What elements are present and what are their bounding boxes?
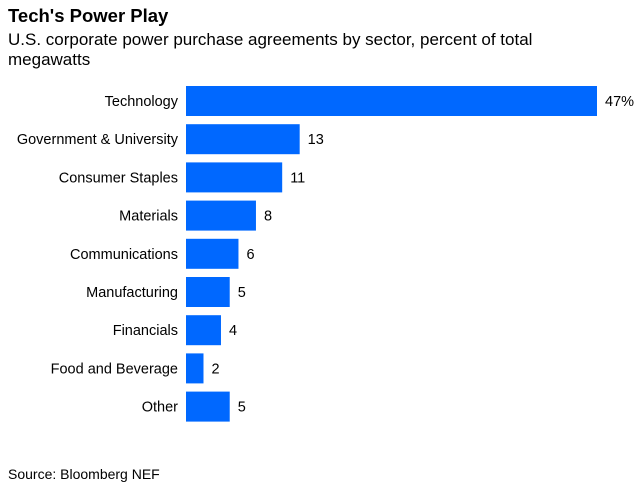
category-label: Financials	[113, 323, 178, 339]
bar-7	[186, 353, 204, 384]
chart-title: Tech's Power Play	[8, 5, 169, 26]
bar-1	[186, 124, 300, 155]
bar-5	[186, 277, 230, 307]
bar-8	[186, 391, 230, 422]
category-label: Consumer Staples	[59, 170, 178, 186]
bar-0	[186, 86, 597, 116]
value-label: 6	[246, 247, 254, 263]
value-label: 2	[211, 361, 219, 377]
bar-3	[186, 200, 256, 231]
value-label: 13	[308, 132, 324, 148]
value-label: 8	[264, 209, 272, 225]
bar-2	[186, 162, 283, 193]
source-note: Source: Bloomberg NEF	[8, 466, 160, 482]
bar-6	[186, 315, 221, 346]
category-label: Manufacturing	[86, 285, 178, 301]
value-label: 5	[238, 400, 246, 416]
category-label: Government & University	[17, 132, 179, 148]
value-label: 11	[290, 170, 305, 186]
category-label: Technology	[105, 94, 179, 110]
category-label: Communications	[70, 247, 178, 263]
chart-subtitle: U.S. corporate power purchase agreements…	[8, 30, 533, 69]
bar-4	[186, 238, 239, 269]
value-label: 47%	[605, 94, 634, 110]
value-label: 4	[229, 323, 237, 339]
category-label: Other	[142, 400, 178, 416]
category-label: Food and Beverage	[51, 361, 178, 377]
category-label: Materials	[119, 209, 178, 225]
value-label: 5	[238, 285, 246, 301]
